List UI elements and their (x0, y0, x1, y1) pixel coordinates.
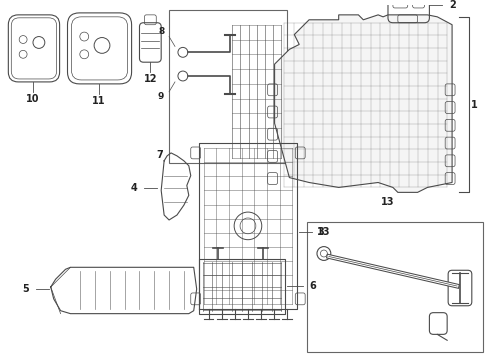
Text: 13: 13 (381, 197, 395, 207)
Text: 4: 4 (131, 183, 138, 193)
Text: 7: 7 (156, 150, 163, 160)
Text: 3: 3 (317, 227, 324, 237)
Circle shape (317, 247, 331, 260)
Text: 12: 12 (144, 74, 157, 84)
Text: 8: 8 (158, 27, 164, 36)
Text: 6: 6 (309, 281, 316, 291)
Text: 10: 10 (26, 94, 40, 104)
Polygon shape (274, 15, 452, 192)
Text: 5: 5 (22, 284, 29, 294)
Text: 11: 11 (92, 96, 106, 105)
Bar (198, 260, 286, 314)
Bar (169, 10, 288, 163)
Text: 2: 2 (449, 0, 456, 10)
Text: 1: 1 (471, 100, 478, 109)
Bar (307, 222, 483, 352)
Text: 9: 9 (158, 92, 164, 101)
Text: 13: 13 (317, 227, 330, 237)
